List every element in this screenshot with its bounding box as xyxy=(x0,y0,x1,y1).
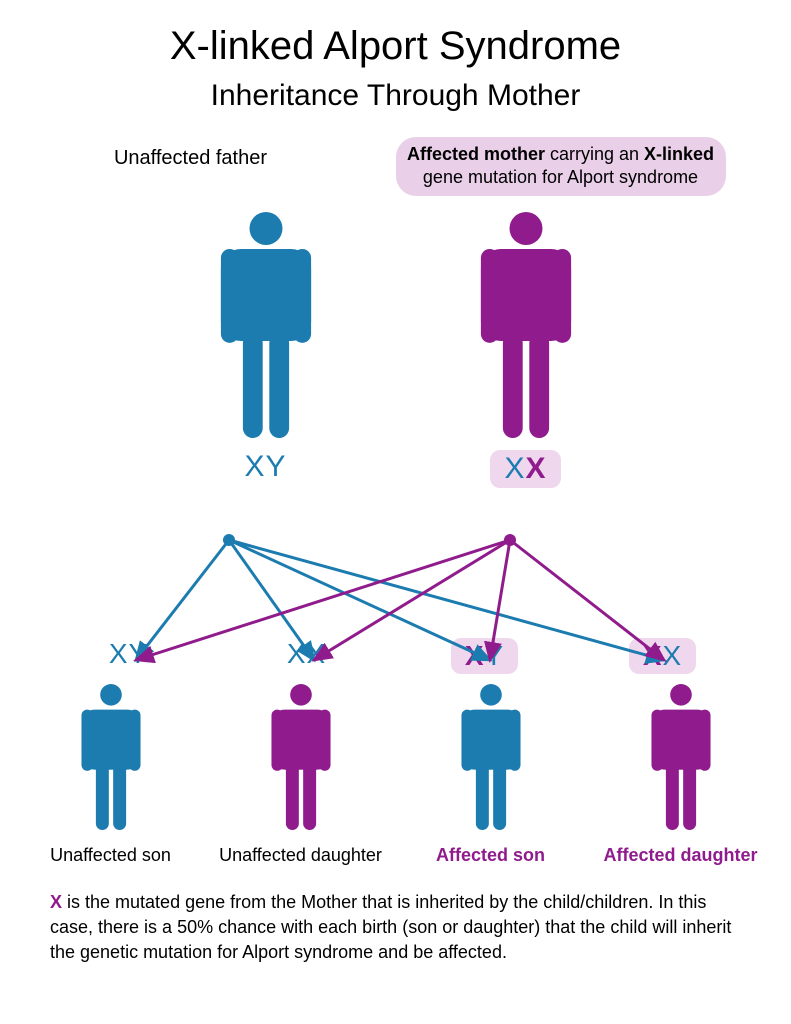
children-genotype-row: XYXXXYXX xyxy=(0,638,791,674)
child-unaffected-daughter: Unaffected daughter xyxy=(231,682,371,866)
father-geno-x: X xyxy=(244,450,265,483)
footer-note: X is the mutated gene from the Mother th… xyxy=(0,866,791,966)
child-geno-a: X xyxy=(287,638,307,669)
page-subtitle: Inheritance Through Mother xyxy=(0,79,791,113)
father-geno-y: Y xyxy=(266,450,287,483)
mother-figure: XX xyxy=(471,210,581,488)
mother-label: Affected mother carrying an X-linked gen… xyxy=(396,137,726,196)
child-geno-b: Y xyxy=(129,638,149,669)
child-label: Affected son xyxy=(436,845,545,866)
father-figure: XY xyxy=(211,210,321,488)
mother-geno-x2: X xyxy=(526,452,547,485)
parent-labels-row: Unaffected father Affected mother carryi… xyxy=(0,137,791,196)
mother-label-p1: Affected mother xyxy=(407,144,545,164)
father-genotype: XY xyxy=(244,450,286,484)
footer-x: X xyxy=(50,892,62,912)
mother-label-p2: carrying an xyxy=(545,144,644,164)
child-label: Unaffected daughter xyxy=(219,845,382,866)
child-geno-a: X xyxy=(109,638,129,669)
page-title: X-linked Alport Syndrome xyxy=(0,0,791,69)
mother-geno-x1: X xyxy=(504,452,525,485)
mother-genotype: XX xyxy=(490,450,560,488)
child-genotype-unaffected-daughter: XX xyxy=(257,638,357,674)
child-label: Affected daughter xyxy=(604,845,758,866)
child-unaffected-son: Unaffected son xyxy=(41,682,181,866)
child-genotype-unaffected-son: XY xyxy=(79,638,179,674)
child-geno-b: X xyxy=(663,640,683,671)
child-geno-a: X xyxy=(643,640,663,671)
person-icon xyxy=(265,682,337,837)
child-label: Unaffected son xyxy=(50,845,171,866)
footer-text: is the mutated gene from the Mother that… xyxy=(50,892,731,962)
mother-label-p3: X-linked xyxy=(644,144,714,164)
children-row: Unaffected son Unaffected daughter Affec… xyxy=(0,682,791,866)
person-icon xyxy=(455,682,527,837)
father-label: Unaffected father xyxy=(66,137,316,196)
child-geno-b: Y xyxy=(485,640,505,671)
child-affected-daughter: Affected daughter xyxy=(611,682,751,866)
child-genotype-affected-son: XY xyxy=(435,638,535,674)
mother-label-p4: gene mutation for Alport syndrome xyxy=(423,167,698,187)
person-icon xyxy=(645,682,717,837)
person-icon xyxy=(75,682,147,837)
parents-row: XY XX xyxy=(0,210,791,488)
child-geno-a: X xyxy=(465,640,485,671)
child-genotype-affected-daughter: XX xyxy=(613,638,713,674)
child-affected-son: Affected son xyxy=(421,682,561,866)
child-geno-b: X xyxy=(307,638,327,669)
